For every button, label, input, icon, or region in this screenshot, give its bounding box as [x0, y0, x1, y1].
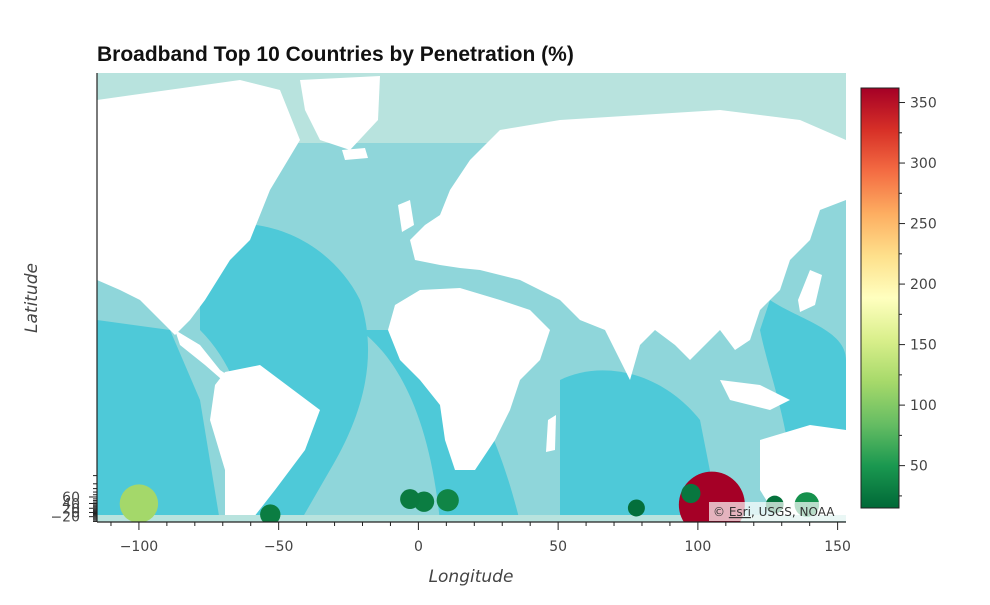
- atlantic-deep: [200, 223, 369, 522]
- attribution-text: © Esri, USGS, NOAA: [713, 505, 835, 519]
- pacific-east-deep: [97, 320, 220, 522]
- y-tick-label: −20: [50, 510, 80, 526]
- chart-title: Broadband Top 10 Countries by Penetratio…: [97, 43, 574, 66]
- country-marker[interactable]: [436, 489, 459, 512]
- y-tick-label: 40: [62, 496, 80, 512]
- x-axis-label: Longitude: [429, 567, 514, 587]
- great-britain: [398, 200, 414, 232]
- x-tick-label: 0: [414, 539, 423, 555]
- attribution-box: [709, 502, 846, 521]
- japan: [798, 270, 822, 312]
- south-america: [210, 365, 320, 522]
- colorbar-tick-label: 50: [910, 459, 928, 475]
- y-tick-label: 60: [62, 490, 80, 506]
- central-america: [175, 330, 235, 385]
- indonesia: [720, 380, 790, 410]
- colorbar-tick-label: 200: [910, 277, 937, 293]
- colorbar-tick-label: 350: [910, 96, 937, 112]
- north-america: [97, 80, 300, 335]
- colorbar-tick-label: 100: [910, 398, 937, 414]
- y-tick-label: 0: [71, 505, 80, 521]
- southern-shelf: [97, 515, 846, 522]
- colorbar-tick-label: 300: [910, 156, 937, 172]
- x-tick-label: 150: [824, 539, 851, 555]
- x-tick-label: −50: [264, 539, 294, 555]
- africa: [388, 288, 550, 470]
- colorbar: [860, 87, 900, 509]
- country-marker[interactable]: [260, 504, 281, 524]
- south-atlantic-deep: [360, 330, 520, 522]
- x-tick-label: 100: [685, 539, 712, 555]
- x-tick-label: −100: [120, 539, 158, 555]
- country-marker[interactable]: [627, 499, 645, 517]
- basemap[interactable]: [97, 73, 846, 538]
- indian-ocean-deep: [560, 370, 720, 522]
- country-marker[interactable]: [681, 483, 701, 504]
- colorbar-tick-label: 150: [910, 338, 937, 354]
- y-tick-label: 20: [62, 501, 80, 517]
- eurasia: [410, 110, 846, 380]
- country-marker[interactable]: [400, 489, 420, 509]
- x-tick-label: 50: [549, 539, 567, 555]
- x-axis: −100 −50 0 50 100 150: [97, 521, 851, 555]
- madagascar: [546, 415, 556, 452]
- country-marker[interactable]: [119, 484, 159, 522]
- y-axis-label: Latitude: [22, 263, 42, 333]
- colorbar-tick-label: 250: [910, 217, 937, 233]
- greenland: [300, 76, 380, 150]
- attribution-link[interactable]: Esri: [729, 505, 751, 519]
- australia: [760, 425, 846, 522]
- colorbar-ticks: 50 100 150 200 250 300 350: [899, 96, 937, 497]
- iceland: [342, 148, 368, 160]
